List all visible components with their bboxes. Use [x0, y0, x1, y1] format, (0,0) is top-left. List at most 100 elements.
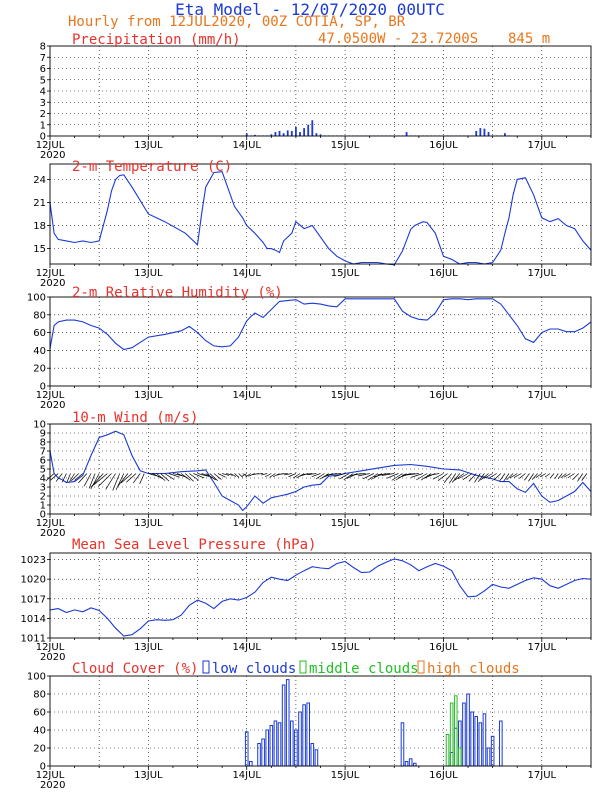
y-tick-label: 6: [40, 456, 46, 467]
y-tick-label: 1023: [21, 555, 46, 566]
wind-barb: [357, 473, 370, 477]
wind-barb: [168, 473, 180, 478]
wind-barb: [528, 473, 534, 482]
y-tick-label: 80: [33, 690, 46, 701]
wind-barb: [83, 473, 92, 487]
precip-bar: [479, 128, 482, 136]
panel-mslp: 1011 1014 1017 1020 1023 12JUL 13JUL 14JUL 15JUL…: [21, 537, 592, 663]
precip-bar: [483, 128, 486, 136]
cloud-bar: [281, 684, 286, 767]
y-tick-label: 15: [33, 244, 46, 255]
x-tick-label: 15JUL: [331, 390, 360, 401]
precip-bar: [245, 133, 248, 136]
y-tick-label: 6: [40, 64, 46, 75]
wind-barb: [557, 473, 563, 480]
cloud-bar: [302, 704, 306, 767]
wind-barb: [535, 473, 543, 478]
y-tick-label: 5: [40, 465, 46, 476]
wind-barb: [112, 473, 120, 491]
temp-series-line: [49, 171, 592, 266]
wind-barb: [416, 473, 428, 481]
precip-bar: [299, 132, 301, 136]
precip-bar: [315, 133, 318, 136]
y-tick-label: 3: [40, 98, 46, 109]
y-tick-label: 8: [40, 438, 46, 449]
x-tick-label: 13JUL: [134, 518, 163, 529]
legend-swatch-high: [417, 660, 425, 674]
wind-barb: [61, 473, 67, 483]
wind-barb: [88, 473, 96, 489]
wind-barb: [410, 473, 424, 478]
wind-barb: [197, 473, 209, 477]
plot-frame: [49, 45, 592, 137]
y-tick-label: 1: [40, 120, 46, 131]
wind-barb: [554, 473, 559, 480]
y-tick-label: 3: [40, 483, 46, 494]
wind-barb: [105, 473, 116, 490]
x-tick-label: 14JUL: [232, 642, 261, 653]
panel-title: Mean Sea Level Pressure (hPa): [72, 537, 316, 553]
x-tick-label: 12JUL: [36, 268, 65, 279]
panel-title: 2-m Relative Humidity (%): [72, 285, 283, 301]
wind-barb: [164, 473, 175, 480]
x-tick-label: 17JUL: [528, 390, 557, 401]
wind-barb: [549, 473, 555, 479]
wind-barb: [577, 473, 584, 482]
page-title: Eta Model - 12/07/2020 00UTC: [175, 0, 445, 19]
precip-bar: [274, 132, 277, 136]
cloud-bar: [314, 749, 319, 767]
wind-barb: [477, 473, 485, 483]
cloud-bar: [285, 679, 290, 767]
x-tick-label: 15JUL: [331, 140, 360, 151]
wind-barb: [531, 473, 538, 480]
wind-barb: [319, 473, 329, 480]
cloud-bar: [290, 720, 294, 767]
wind-barb: [78, 473, 88, 484]
wind-barb: [567, 473, 575, 479]
wind-barb: [288, 473, 297, 478]
plot-frame: [49, 296, 592, 387]
wind-barb: [234, 473, 240, 478]
cloud-bar: [249, 761, 253, 767]
cloud-bar: [261, 738, 265, 767]
wind-barb: [474, 473, 481, 483]
wind-barb: [506, 473, 514, 481]
x-year-label: 2020: [40, 528, 65, 539]
wind-barb: [222, 473, 230, 476]
cloud-bar: [466, 693, 470, 767]
wind-barb: [311, 473, 321, 477]
wind-barb: [133, 473, 141, 484]
wind-barb: [514, 473, 522, 478]
wind-barb: [480, 473, 489, 481]
precip-bar: [303, 128, 306, 136]
y-tick-label: 5: [40, 75, 46, 86]
wind-series-line: [49, 430, 592, 512]
wind-barb: [292, 473, 301, 479]
x-tick-label: 16JUL: [429, 390, 458, 401]
legend-swatch-low: [202, 660, 210, 674]
wind-barb: [71, 473, 79, 481]
panel-cloud: 0 20 40 60 80 100 12JUL 13JUL 14JUL 15JUL 16JUL 17J…: [27, 661, 592, 791]
wind-barb: [91, 473, 104, 487]
cloud-bar: [458, 747, 462, 767]
y-tick-label: 100: [27, 293, 46, 304]
precip-bar: [286, 130, 289, 136]
wind-barb: [468, 473, 477, 482]
legend-label-low: low clouds: [212, 661, 296, 677]
cloud-bar: [449, 702, 454, 767]
wind-barb: [180, 473, 191, 481]
precip-bar: [405, 132, 408, 136]
x-tick-label: 15JUL: [331, 268, 360, 279]
wind-barb: [402, 473, 415, 476]
mslp-series-line: [49, 558, 592, 637]
x-tick-label: 13JUL: [134, 268, 163, 279]
x-year-label: 2020: [40, 780, 65, 791]
wind-barb: [50, 473, 59, 481]
precip-bar: [254, 134, 256, 136]
wind-barb: [257, 473, 264, 475]
cloud-bar: [453, 695, 458, 767]
wind-barb: [193, 473, 205, 479]
wind-barb: [230, 473, 237, 477]
wind-barb: [205, 473, 216, 481]
